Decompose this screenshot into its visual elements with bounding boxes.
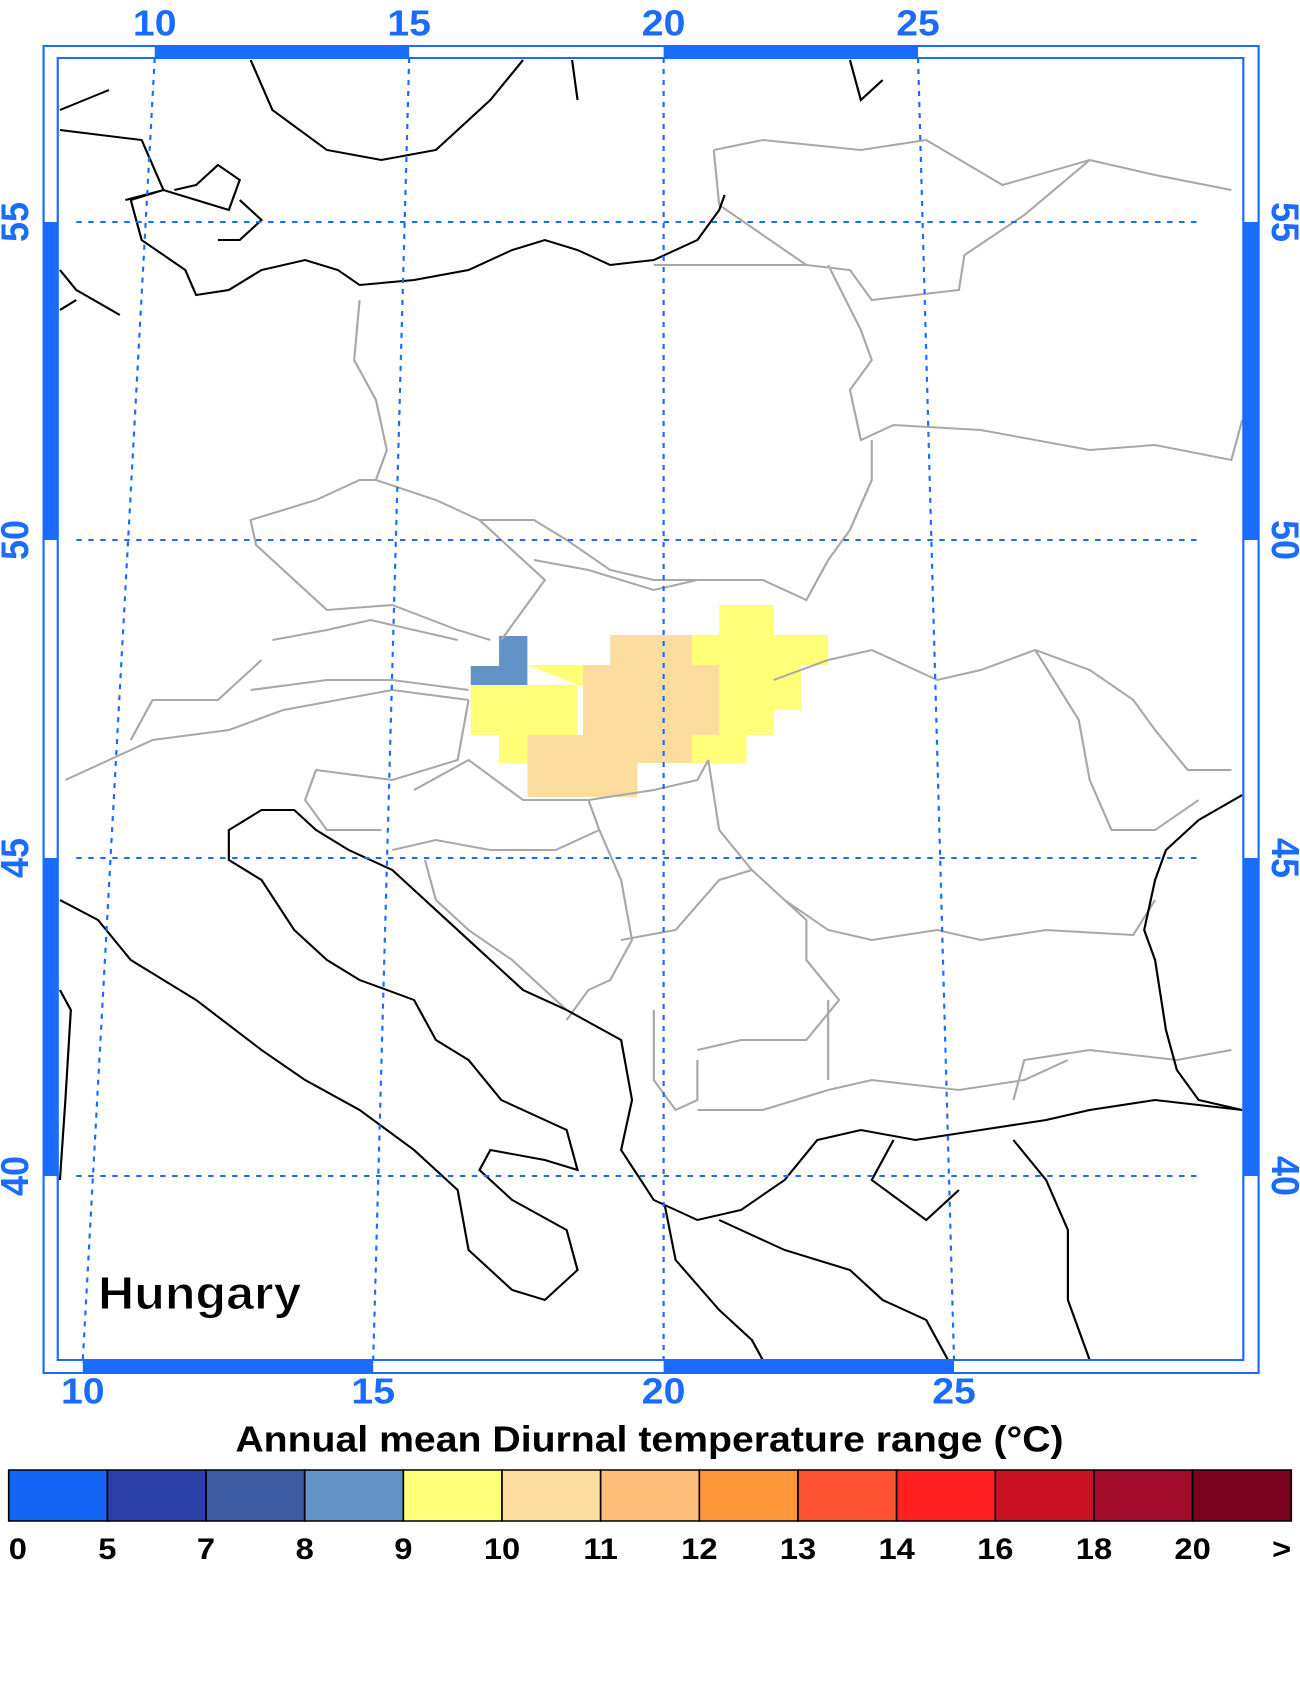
colorbar-box [599,1469,701,1522]
colorbar-box [7,1469,109,1522]
colorbar-box [895,1469,997,1522]
colorbar-label: 5 [98,1532,116,1565]
coastlines [58,59,1243,1361]
colorbar-label: 14 [878,1532,915,1565]
lon-tick-label-bottom: 25 [932,1371,976,1411]
colorbar-title: Annual mean Diurnal temperature range (°… [235,1419,1063,1459]
lat-tick-label-right: 40 [1264,1156,1300,1196]
region-label: Hungary [98,1268,302,1320]
colorbar-label: 20 [1174,1532,1210,1565]
lat-tick-label-right: 45 [1264,838,1300,878]
colorbar: 0 5 7 8 9 10 11 12 13 14 16 18 20 > [7,1469,1293,1566]
colorbar-box [106,1469,207,1522]
colorbar-label: 18 [1076,1532,1112,1565]
cell [527,635,720,797]
axes: 10 10 15 15 20 20 25 25 55 55 50 50 45 45 40 40 [0,3,1300,1411]
lat-tick-label-left: 55 [0,202,36,242]
lon-grid-line [916,57,956,1361]
colorbar-label: 9 [394,1532,412,1565]
frame-band-right [1243,222,1259,540]
data-cells [470,605,829,797]
lon-grid-line [372,57,411,1361]
borders [64,138,1244,1112]
frame-band-bottom [82,1360,374,1372]
frame-band-bottom [663,1360,955,1372]
colorbar-label: 11 [583,1532,618,1565]
cell [470,605,829,763]
colorbar-box [698,1469,799,1522]
inner-frame [56,57,1245,1361]
lon-tick-label-top: 10 [133,3,177,43]
frame-band-left [43,858,58,1176]
colorbar-label: 0 [9,1532,27,1565]
lon-tick-label-top: 25 [896,3,940,43]
lat-tick-label-left: 50 [0,520,36,560]
colorbar-box [501,1469,602,1522]
colorbar-label: 7 [197,1532,215,1565]
colorbar-box [205,1469,306,1522]
lat-tick-label-left: 40 [0,1156,36,1196]
colorbar-label: > [1272,1532,1291,1565]
lon-tick-label-bottom: 15 [351,1371,395,1411]
colorbar-box [797,1469,898,1522]
colorbar-box [1093,1469,1194,1522]
colorbar-label: 8 [296,1532,314,1565]
colorbar-label: 12 [681,1532,717,1565]
lon-tick-label-bottom: 10 [61,1371,105,1411]
lon-tick-label-bottom: 20 [642,1371,686,1411]
colorbar-box [1191,1469,1293,1522]
lat-tick-label-right: 50 [1264,520,1300,560]
frame-band-left [43,222,58,540]
frame-band-right [1243,858,1259,1176]
lon-tick-label-top: 15 [387,3,431,43]
outer-frame [42,45,1260,1374]
frame-band-top [663,46,919,58]
colorbar-box [303,1469,405,1522]
lat-tick-label-right: 55 [1264,202,1300,242]
lat-tick-label-left: 45 [0,838,36,878]
colorbar-label: 10 [484,1532,520,1565]
frame-band-top [154,46,410,58]
lon-grid-line [81,57,156,1361]
cell [470,636,528,685]
colorbar-label: 16 [977,1532,1013,1565]
colorbar-box [402,1469,503,1522]
lon-tick-label-top: 20 [642,3,686,43]
colorbar-box [994,1469,1095,1522]
colorbar-label: 13 [780,1532,816,1565]
